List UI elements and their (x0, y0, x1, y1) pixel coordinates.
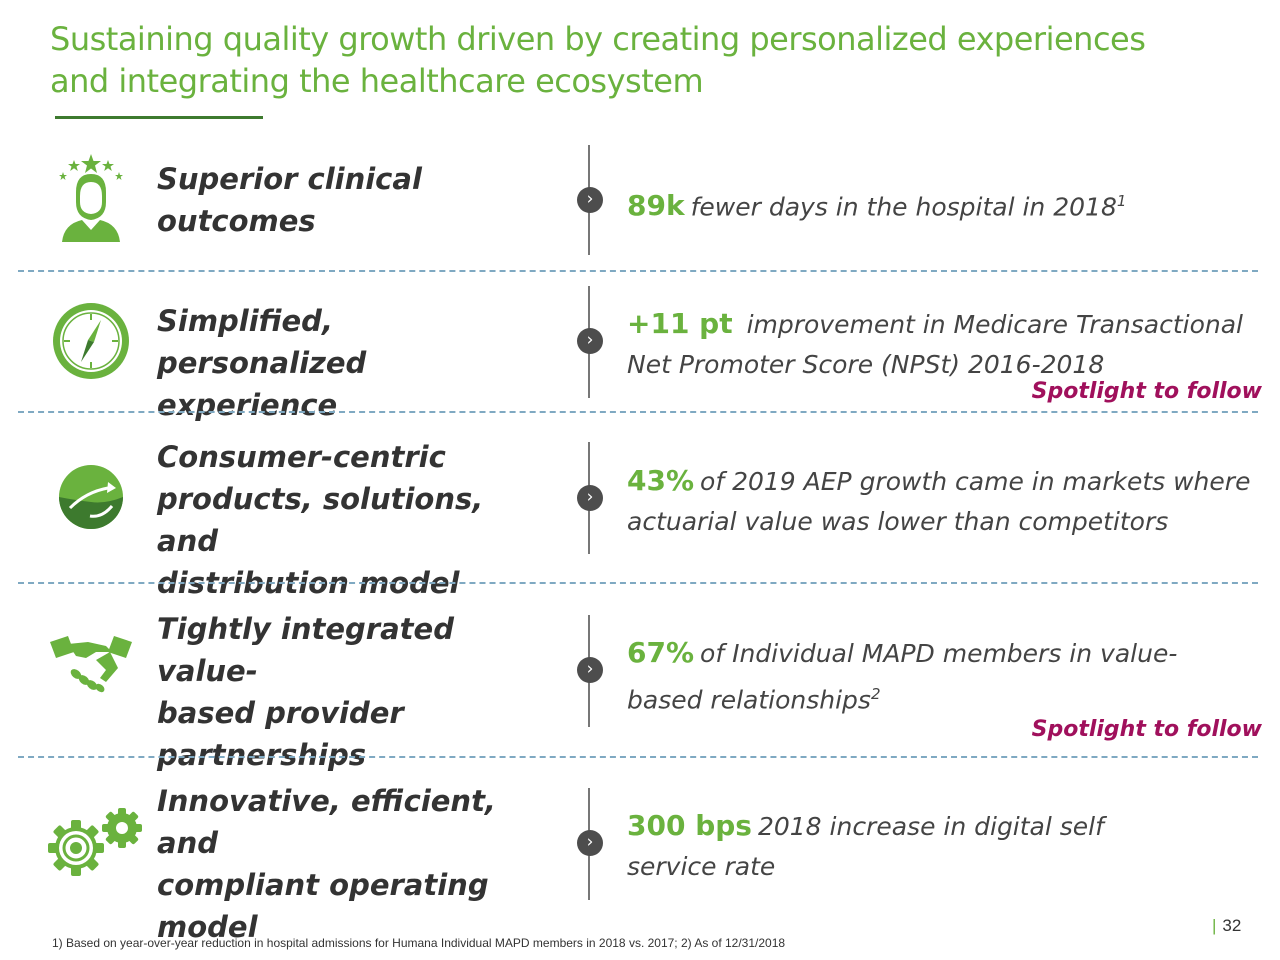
row-divider (18, 411, 1258, 413)
spotlight-label: Spotlight to follow (1031, 379, 1262, 404)
globe-arrows-icon (46, 452, 136, 542)
row-4-label: Tightly integrated value-based provider p… (157, 612, 454, 772)
title-underline (55, 116, 263, 119)
handshake-icon (46, 622, 136, 712)
chevron-right-icon: › (577, 830, 603, 856)
title-line-2: and integrating the healthcare ecosystem (50, 62, 704, 100)
row-divider (18, 270, 1258, 272)
row-1-stat: 89k fewer days in the hospital in 20181 (627, 189, 1127, 223)
row-5-label: Innovative, efficient, and compliant oper… (157, 784, 496, 944)
title-line-1: Sustaining quality growth driven by crea… (50, 20, 1146, 58)
row-1-label: Superior clinical outcomes (157, 162, 422, 238)
compass-icon (46, 296, 136, 386)
row-4-value: 67% (627, 636, 695, 669)
row-3-value: 43% (627, 464, 695, 497)
row-3-stat: 43% of 2019 AEP growth came in markets wh… (627, 464, 1251, 536)
row-2-label: Simplified, personalized experience (157, 304, 367, 422)
spotlight-label: Spotlight to follow (1031, 717, 1262, 742)
gears-icon (46, 800, 142, 890)
person-stars-icon (46, 152, 136, 242)
row-divider (18, 756, 1258, 758)
chevron-right-icon: › (577, 485, 603, 511)
row-5-stat: 300 bps 2018 increase in digital self ser… (627, 809, 1104, 881)
footnote: 1) Based on year-over-year reduction in … (52, 936, 786, 950)
row-divider (18, 582, 1258, 584)
page-number: | 32 (1212, 916, 1242, 935)
chevron-right-icon: › (577, 657, 603, 683)
row-2-value: +11 pt (627, 307, 733, 340)
row-4-stat: 67% of Individual MAPD members in value- … (627, 636, 1178, 715)
row-3-label: Consumer-centric products, solutions, and… (157, 440, 484, 600)
chevron-right-icon: › (577, 328, 603, 354)
row-1-value: 89k (627, 189, 685, 223)
row-5-value: 300 bps (627, 809, 752, 842)
row-2-stat: +11 pt improvement in Medicare Transacti… (627, 307, 1243, 379)
chevron-right-icon: › (577, 187, 603, 213)
page-title: Sustaining quality growth driven by crea… (50, 18, 1200, 102)
